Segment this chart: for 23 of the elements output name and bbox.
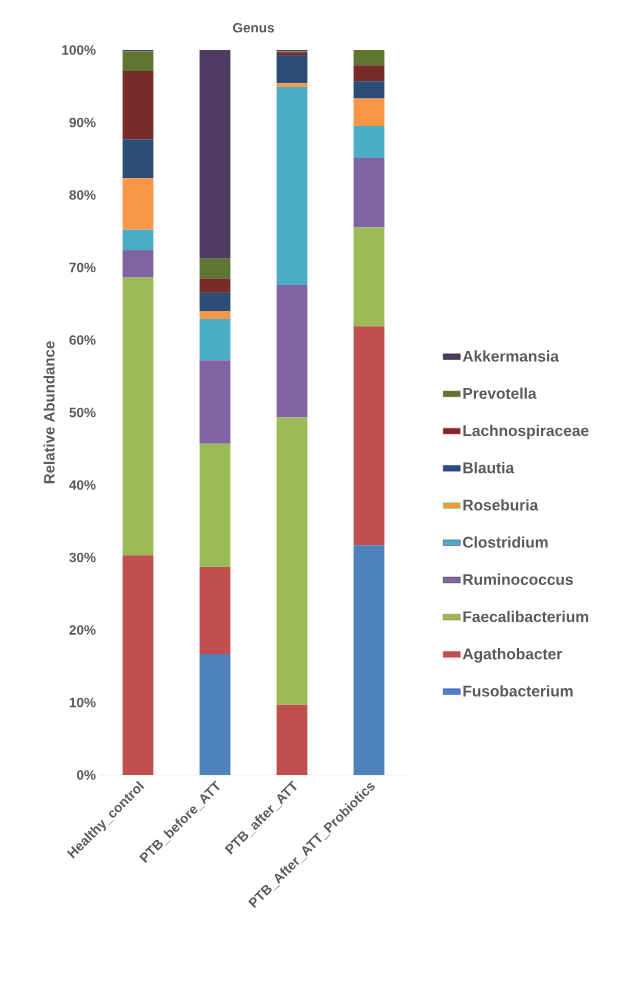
y-tick-label: 30%	[69, 552, 96, 563]
chart-title: Genus	[233, 22, 274, 33]
y-tick-label: 60%	[69, 335, 96, 345]
y-tick-label: 40%	[69, 480, 96, 490]
y-tick-label: 10%	[69, 697, 96, 708]
legend-label: Ruminococcus	[463, 573, 573, 585]
y-tick-label: 80%	[69, 190, 96, 200]
legend-label: Faecalibacterium	[463, 610, 589, 623]
legend-label: Clostridium	[463, 536, 548, 548]
legend-label: Agathobacter	[462, 648, 563, 663]
legend-label: Fusobacterium	[463, 685, 573, 697]
legend-label: Prevotella	[463, 387, 537, 399]
legend-label: Blautia	[463, 461, 515, 474]
y-axis-title: Relative Abundance	[43, 341, 55, 484]
y-tick-label: 0%	[77, 770, 96, 780]
y-tick-label: 50%	[69, 407, 96, 418]
y-tick-label: 20%	[69, 625, 96, 635]
legend-label: Akkermansia	[462, 350, 560, 362]
y-tick-label: 90%	[69, 117, 96, 128]
legend-label: Lachnospiraceae	[463, 424, 589, 440]
y-tick-label: 100%	[62, 45, 96, 55]
y-tick-label: 70%	[69, 262, 96, 273]
legend-label: Roseburia	[463, 499, 539, 511]
